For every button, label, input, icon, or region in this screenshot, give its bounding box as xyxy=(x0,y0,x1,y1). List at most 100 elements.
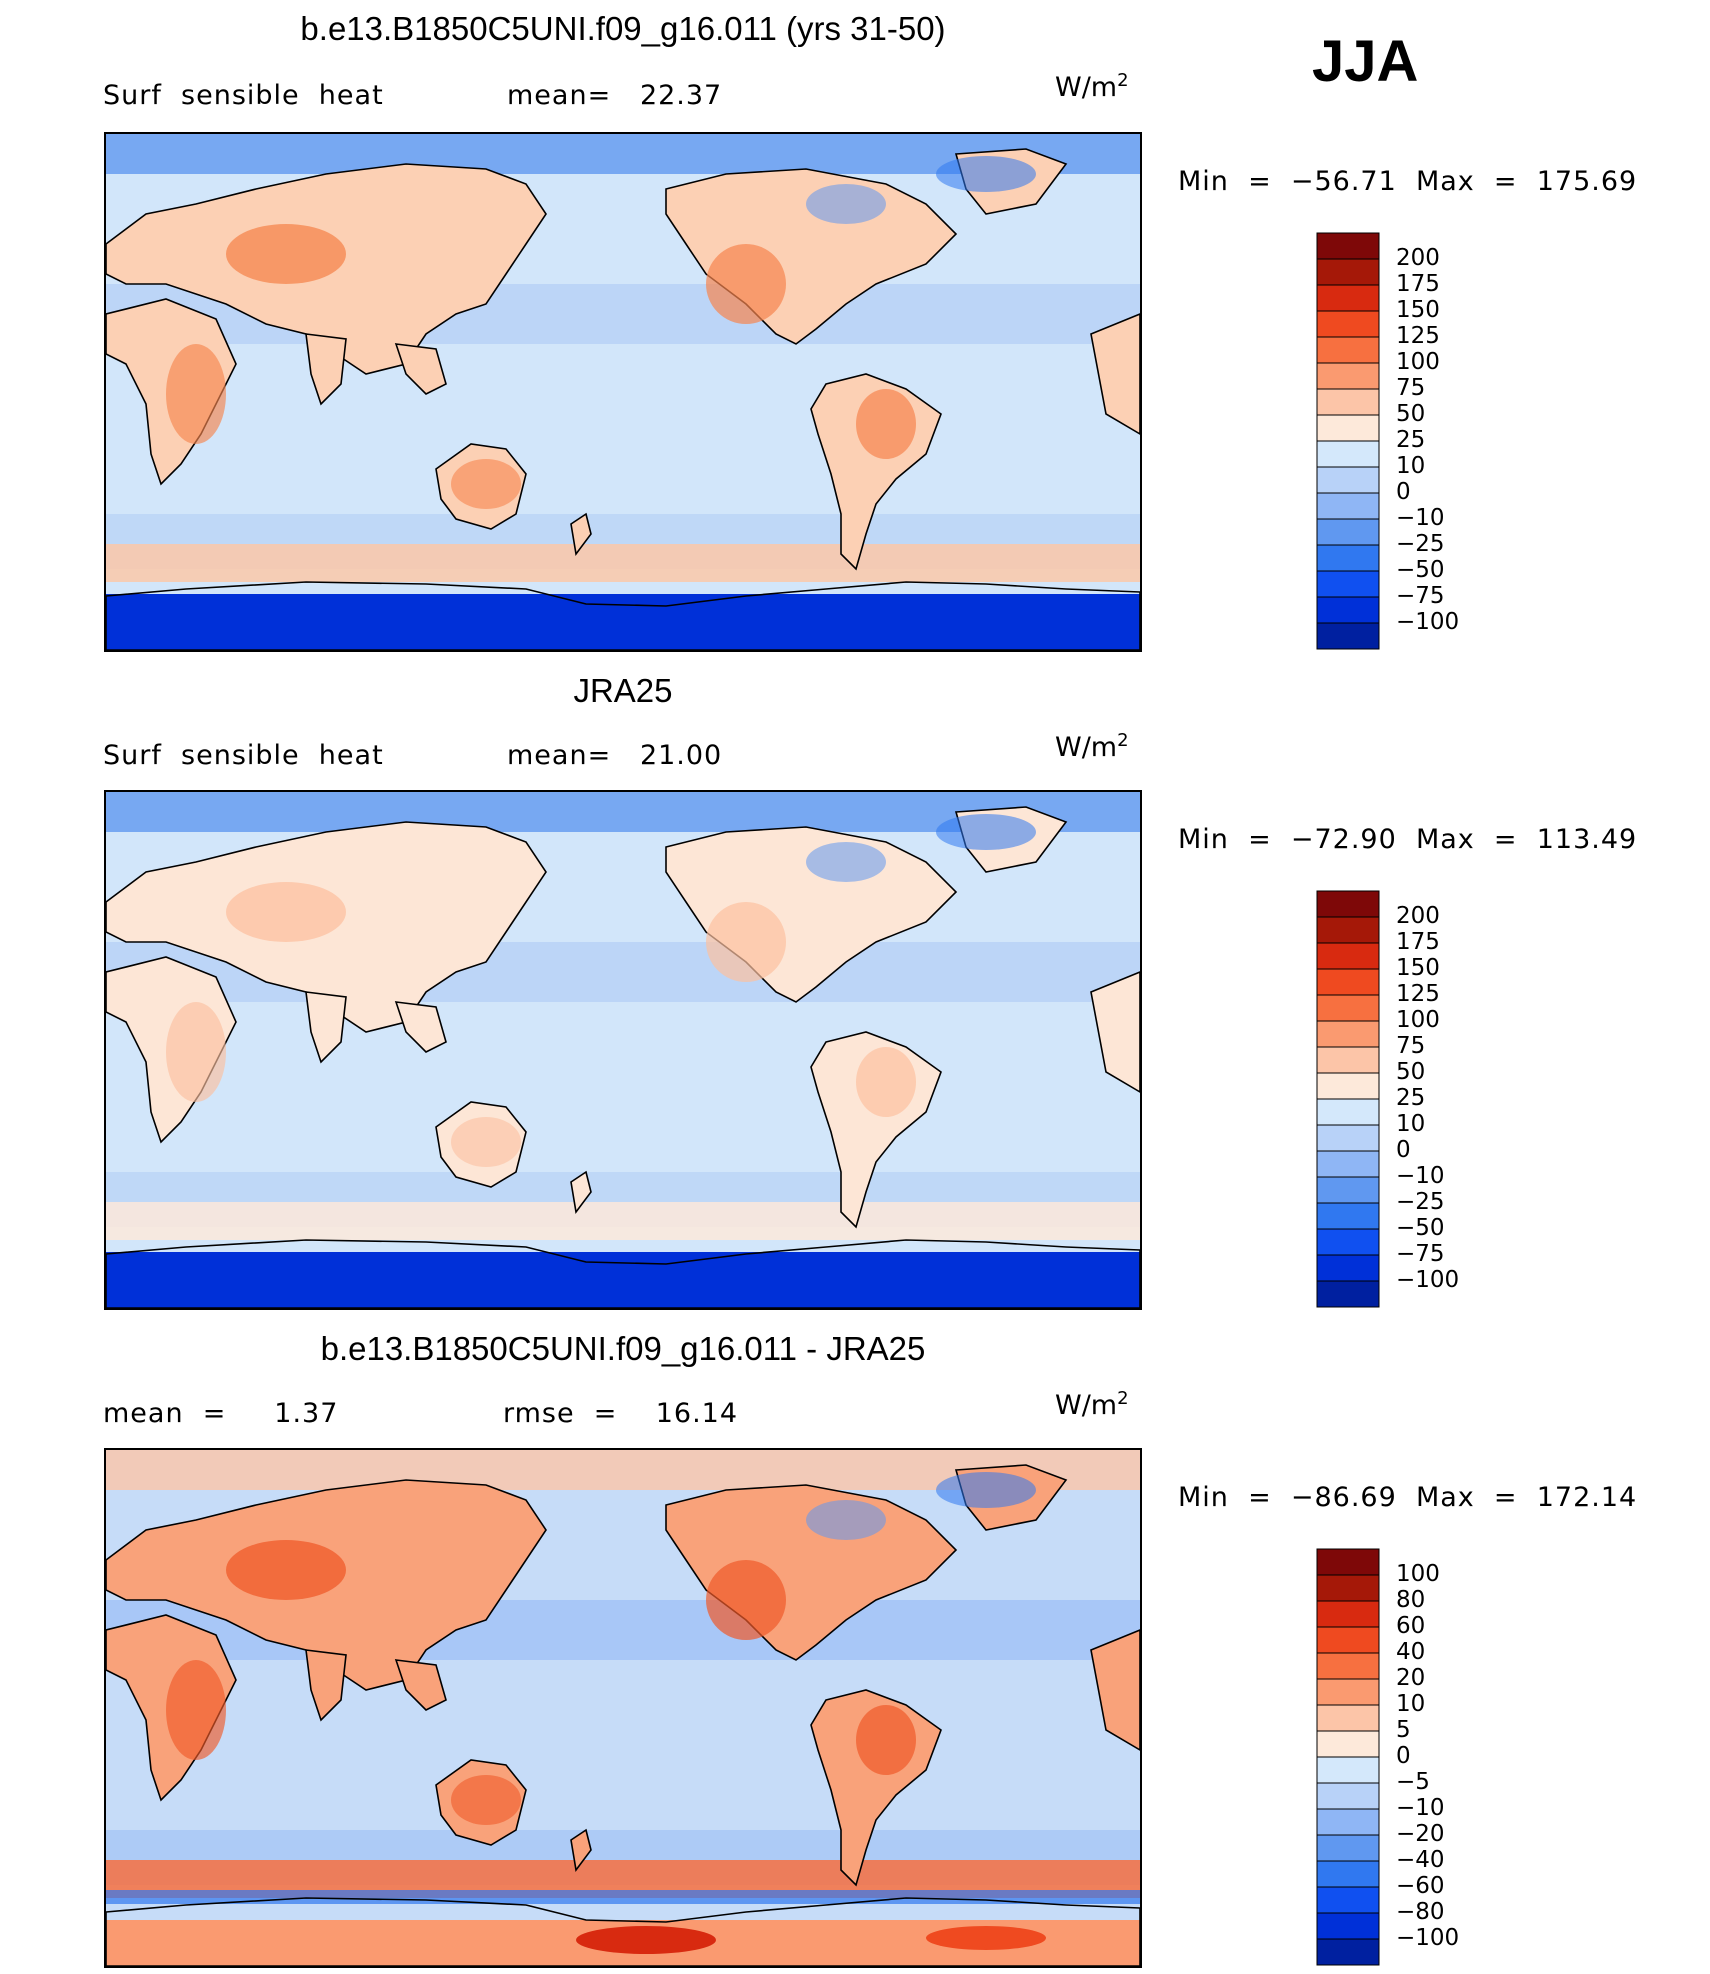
colorbar-swatch xyxy=(1316,1730,1380,1758)
land-hotspot xyxy=(856,1705,916,1775)
colorbar: 200 175 150 125 100 75 50 25 10 0 −10 −25 −50 −75 −100 xyxy=(1316,232,1536,657)
antarctic-field xyxy=(106,594,1140,650)
colorbar-swatch xyxy=(1316,1626,1380,1654)
colorbar-tick-label: −40 xyxy=(1396,1847,1445,1873)
land-coolspot xyxy=(936,814,1036,850)
colorbar-tick-label: 150 xyxy=(1396,955,1440,981)
colorbar-swatch xyxy=(1316,1886,1380,1914)
colorbar-swatch xyxy=(1316,1704,1380,1732)
colorbar-swatch xyxy=(1316,492,1380,520)
mean-label: mean= 22.37 xyxy=(507,80,723,111)
colorbar-tick-label: 80 xyxy=(1396,1587,1426,1613)
colorbar-tick-label: 10 xyxy=(1396,1691,1426,1717)
land-india xyxy=(305,991,347,1064)
colorbar-tick-label: 5 xyxy=(1396,1717,1411,1743)
antarctic-field xyxy=(106,1252,1140,1308)
units-label: W/m2 xyxy=(1055,70,1129,103)
colorbar-tick-label: 125 xyxy=(1396,323,1440,349)
colorbar-swatch xyxy=(1316,1938,1380,1966)
colorbar-swatch xyxy=(1316,968,1380,996)
variable-label: Surf sensible heat xyxy=(103,740,384,771)
land-india xyxy=(305,333,347,406)
land-india xyxy=(305,1649,347,1722)
colorbar-swatch xyxy=(1316,1860,1380,1888)
colorbar-svg xyxy=(1316,1548,1380,1966)
colorbar-swatch xyxy=(1316,1548,1380,1576)
colorbar-tick-label: 25 xyxy=(1396,1085,1426,1111)
colorbar-swatch xyxy=(1316,596,1380,624)
colorbar-tick-label: 0 xyxy=(1396,1743,1411,1769)
units-label: W/m2 xyxy=(1055,730,1129,763)
land-hotspot xyxy=(451,1117,521,1167)
colorbar-tick-label: −25 xyxy=(1396,1189,1445,1215)
land-hotspot xyxy=(166,344,226,444)
colorbar-swatch xyxy=(1316,1202,1380,1230)
colorbar-tick-label: 125 xyxy=(1396,981,1440,1007)
colorbar-swatch xyxy=(1316,258,1380,286)
colorbar-tick-label: 10 xyxy=(1396,453,1426,479)
colorbar-tick-label: −5 xyxy=(1396,1769,1430,1795)
colorbar-tick-label: 200 xyxy=(1396,245,1440,271)
colorbar-tick-label: 175 xyxy=(1396,271,1440,297)
colorbar-tick-label: 75 xyxy=(1396,375,1426,401)
colorbar-tick-label: 25 xyxy=(1396,427,1426,453)
land-seasia xyxy=(394,1001,447,1053)
land-eafrica xyxy=(1090,313,1140,435)
colorbar-swatch xyxy=(1316,890,1380,918)
colorbar-tick-label: −75 xyxy=(1396,1241,1445,1267)
colorbar: 100 80 60 40 20 10 5 0 −5 −10 −20 −40 −60 −80 −100 xyxy=(1316,1548,1536,1973)
coastline-antarctica xyxy=(106,1239,1140,1308)
land-seasia xyxy=(394,343,447,395)
colorbar-tick-label: −20 xyxy=(1396,1821,1445,1847)
colorbar-swatch xyxy=(1316,1912,1380,1940)
mean-label: mean = 1.37 xyxy=(103,1398,339,1429)
coastline-antarctica xyxy=(106,1897,1140,1966)
colorbar-tick-label: 60 xyxy=(1396,1613,1426,1639)
panel-title: JRA25 xyxy=(573,672,673,709)
minmax-label: Min = −56.71 Max = 175.69 xyxy=(1178,166,1638,197)
land-coolspot xyxy=(806,1500,886,1540)
southern-band xyxy=(106,1202,1140,1240)
land-hotspot xyxy=(706,244,786,324)
colorbar-swatch xyxy=(1316,1254,1380,1282)
colorbar-tick-label: −10 xyxy=(1396,1163,1445,1189)
southern-band xyxy=(106,544,1140,582)
colorbar-tick-label: −100 xyxy=(1396,609,1460,635)
land-hotspot xyxy=(451,459,521,509)
colorbar-tick-label: −75 xyxy=(1396,583,1445,609)
colorbar-tick-label: 100 xyxy=(1396,1007,1440,1033)
colorbar-swatch xyxy=(1316,570,1380,598)
colorbar-tick-label: 0 xyxy=(1396,479,1411,505)
colorbar-swatch xyxy=(1316,1574,1380,1602)
land-namerica xyxy=(665,826,958,1003)
colorbar-tick-label: 50 xyxy=(1396,401,1426,427)
colorbar-tick-label: 200 xyxy=(1396,903,1440,929)
colorbar-tick-label: −10 xyxy=(1396,505,1445,531)
panel-title: b.e13.B1850C5UNI.f09_g16.011 - JRA25 xyxy=(320,1330,926,1367)
colorbar-swatch xyxy=(1316,466,1380,494)
colorbar-swatch xyxy=(1316,232,1380,260)
land-hotspot xyxy=(856,1047,916,1117)
map-panel xyxy=(104,790,1142,1310)
colorbar-svg xyxy=(1316,890,1380,1308)
colorbar-swatch xyxy=(1316,1098,1380,1126)
map-panel xyxy=(104,1448,1142,1968)
land-hotspot xyxy=(451,1775,521,1825)
colorbar-tick-label: −50 xyxy=(1396,1215,1445,1241)
colorbar-tick-label: −100 xyxy=(1396,1267,1460,1293)
colorbar-swatch xyxy=(1316,518,1380,546)
ocean-band xyxy=(106,1890,1140,1904)
panel-title: b.e13.B1850C5UNI.f09_g16.011 (yrs 31-50) xyxy=(300,10,946,47)
land-coolspot xyxy=(806,842,886,882)
colorbar-swatch xyxy=(1316,310,1380,338)
colorbar-swatch xyxy=(1316,1020,1380,1048)
colorbar-swatch xyxy=(1316,1834,1380,1862)
land-coolspot xyxy=(806,184,886,224)
colorbar-swatch xyxy=(1316,622,1380,650)
land-seasia xyxy=(394,1659,447,1711)
land-hotspot xyxy=(166,1002,226,1102)
colorbar-swatch xyxy=(1316,284,1380,312)
colorbar-swatch xyxy=(1316,388,1380,416)
colorbar-tick-label: 100 xyxy=(1396,1561,1440,1587)
colorbar-swatch xyxy=(1316,994,1380,1022)
